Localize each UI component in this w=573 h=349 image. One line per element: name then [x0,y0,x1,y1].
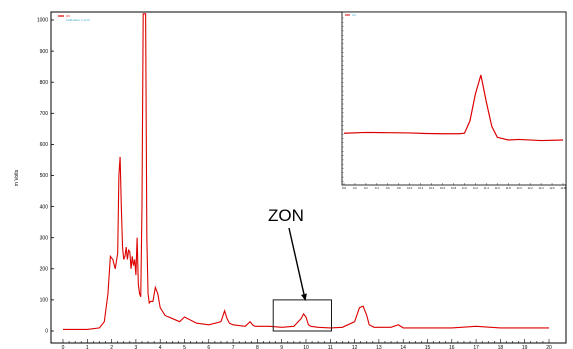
inset-x-tick-label: 11.2 [473,186,478,190]
y-tick-label: 300 [40,235,49,241]
x-tick-label: 16 [449,345,455,349]
x-tick-label: 8 [256,345,259,349]
inset-x-tick-label: 12.2 [528,186,534,190]
legend-entry-0: UV [66,14,70,18]
inset-x-tick-label: 10.4 [429,186,435,190]
inset-x-tick-label: 8.8 [342,186,346,190]
inset-x-tick-label: 11.6 [495,186,500,190]
inset-x-tick-label: 11.4 [484,186,489,190]
y-tick-label: 500 [40,173,49,179]
x-tick-label: 6 [207,345,210,349]
x-tick-label: 20 [546,345,552,349]
y-axis-label: m Volts [14,169,20,186]
x-tick-label: 2 [110,345,113,349]
inset-x-tick-label: 11.8 [506,186,511,190]
inset-x-axis: 8.8 9.0 9.2 9.4 9.6 9.8 10.0 10.2 10.4 10.6 10.8 11… [342,183,566,190]
inset-x-tick-label: 9.2 [364,186,368,190]
main-y-axis: 0 100 200 300 400 500 600 700 800 900 1000 [37,18,54,335]
x-tick-label: 17 [473,345,479,349]
inset-x-tick-label: 9.4 [375,186,379,190]
x-tick-label: 4 [159,345,162,349]
y-tick-label: 800 [40,80,49,86]
inset-x-tick-label: 9.6 [386,186,390,190]
inset-series-line [343,74,564,142]
x-tick-label: 10 [303,345,309,349]
inset-x-tick-label: 10.2 [418,186,424,190]
y-tick-label: 100 [40,298,49,304]
inset-x-tick-label: 10.0 [407,186,413,190]
inset-x-tick-label: 10.8 [451,186,457,190]
y-tick-label: 700 [40,111,49,117]
y-tick-label: 1000 [37,18,48,24]
legend-entry-1: Calibration 1 (mV) [66,18,90,22]
x-tick-label: 7 [232,345,235,349]
x-tick-label: 5 [183,345,186,349]
inset-y-axis [342,17,344,182]
inset-x-tick-label: 12.8 [560,186,566,190]
x-tick-label: 11 [328,345,333,349]
x-tick-label: 3 [135,345,138,349]
inset-legend-entry-0: UV [352,13,356,17]
x-tick-label: 18 [498,345,504,349]
x-tick-label: 9 [280,345,283,349]
zon-highlight-box [272,299,332,332]
inset-frame [341,11,567,186]
x-tick-label: 0 [62,345,65,349]
y-tick-label: 600 [40,142,49,148]
x-tick-label: 15 [425,345,431,349]
inset-legend: UV [345,13,356,17]
main-x-axis: 0 1 2 3 4 5 6 7 8 9 10 11 12 13 14 15 16 17 18 19 20 [62,339,552,349]
x-tick-label: 19 [522,345,528,349]
y-tick-label: 200 [40,267,49,273]
y-tick-label: 400 [40,204,49,210]
inset-x-tick-label: 12.6 [550,186,556,190]
inset-x-tick-label: 10.6 [440,186,446,190]
inset-x-tick-label: 12.0 [517,186,523,190]
y-tick-label: 0 [45,329,48,335]
main-legend: UV Calibration 1 (mV) [58,14,90,22]
y-tick-label: 900 [40,49,49,55]
inset-x-tick-label: 9.8 [397,186,401,190]
x-tick-label: 14 [400,345,406,349]
zon-arrowhead [301,293,307,302]
inset-x-tick-label: 9.0 [353,186,357,190]
x-tick-label: 13 [376,345,382,349]
zon-arrow [288,227,305,295]
inset-x-tick-label: 11.0 [462,186,467,190]
main-series-line [63,13,549,330]
inset-x-tick-label: 12.4 [539,186,545,190]
x-tick-label: 12 [352,345,358,349]
x-tick-label: 1 [86,345,89,349]
zon-annotation-label: ZON [268,206,304,225]
